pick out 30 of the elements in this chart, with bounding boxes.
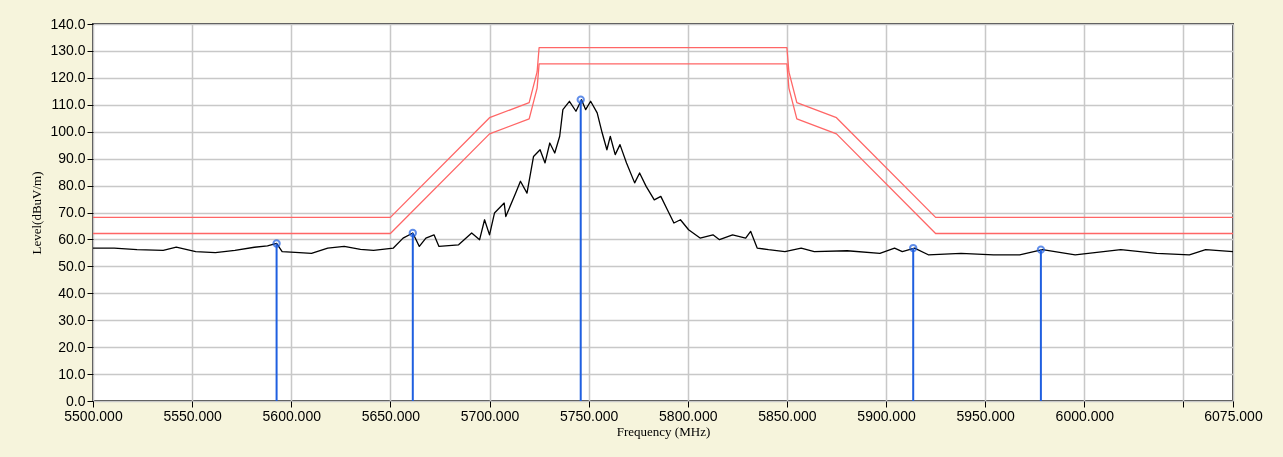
y-tick-label: 120.0	[50, 69, 86, 86]
x-tick-label: 5850.000	[758, 407, 817, 424]
y-tick-label: 10.0	[58, 365, 86, 382]
y-tick-label: 90.0	[58, 150, 86, 167]
x-tick-label: 5550.000	[163, 407, 223, 424]
y-tick-label: 40.0	[58, 284, 86, 301]
y-tick-label: 110.0	[51, 96, 86, 113]
y-tick-label: 0.0	[66, 392, 86, 409]
y-tick-label: 130.0	[50, 42, 86, 59]
y-axis-title: Level(dBuV/m)	[29, 171, 45, 255]
x-tick-label: 5600.000	[262, 407, 322, 424]
y-tick-label: 60.0	[58, 230, 86, 247]
y-tick-label: 70.0	[58, 204, 86, 220]
y-tick-label: 80.0	[58, 177, 86, 194]
y-tick-label: 50.0	[58, 257, 86, 274]
x-tick-label: 5750.000	[559, 407, 619, 424]
y-tick-label: 100.0	[50, 123, 86, 140]
x-tick-label: 6000.000	[1055, 407, 1115, 424]
x-tick-label: 5800.000	[659, 407, 718, 424]
x-tick-label: 6075.000	[1204, 407, 1263, 424]
x-axis-title: Frequency (MHz)	[616, 423, 711, 439]
x-tick-label: 5500.000	[64, 407, 123, 424]
y-tick-label: 30.0	[58, 311, 86, 328]
y-tick-label: 20.0	[58, 338, 86, 355]
x-tick-label: 5900.000	[857, 407, 916, 424]
x-tick-label: 5950.000	[956, 407, 1016, 424]
y-tick-label: 140.0	[50, 15, 86, 32]
x-tick-label: 5700.000	[460, 407, 520, 424]
line-series	[93, 99, 1233, 256]
x-tick-label: 5650.000	[361, 407, 421, 424]
